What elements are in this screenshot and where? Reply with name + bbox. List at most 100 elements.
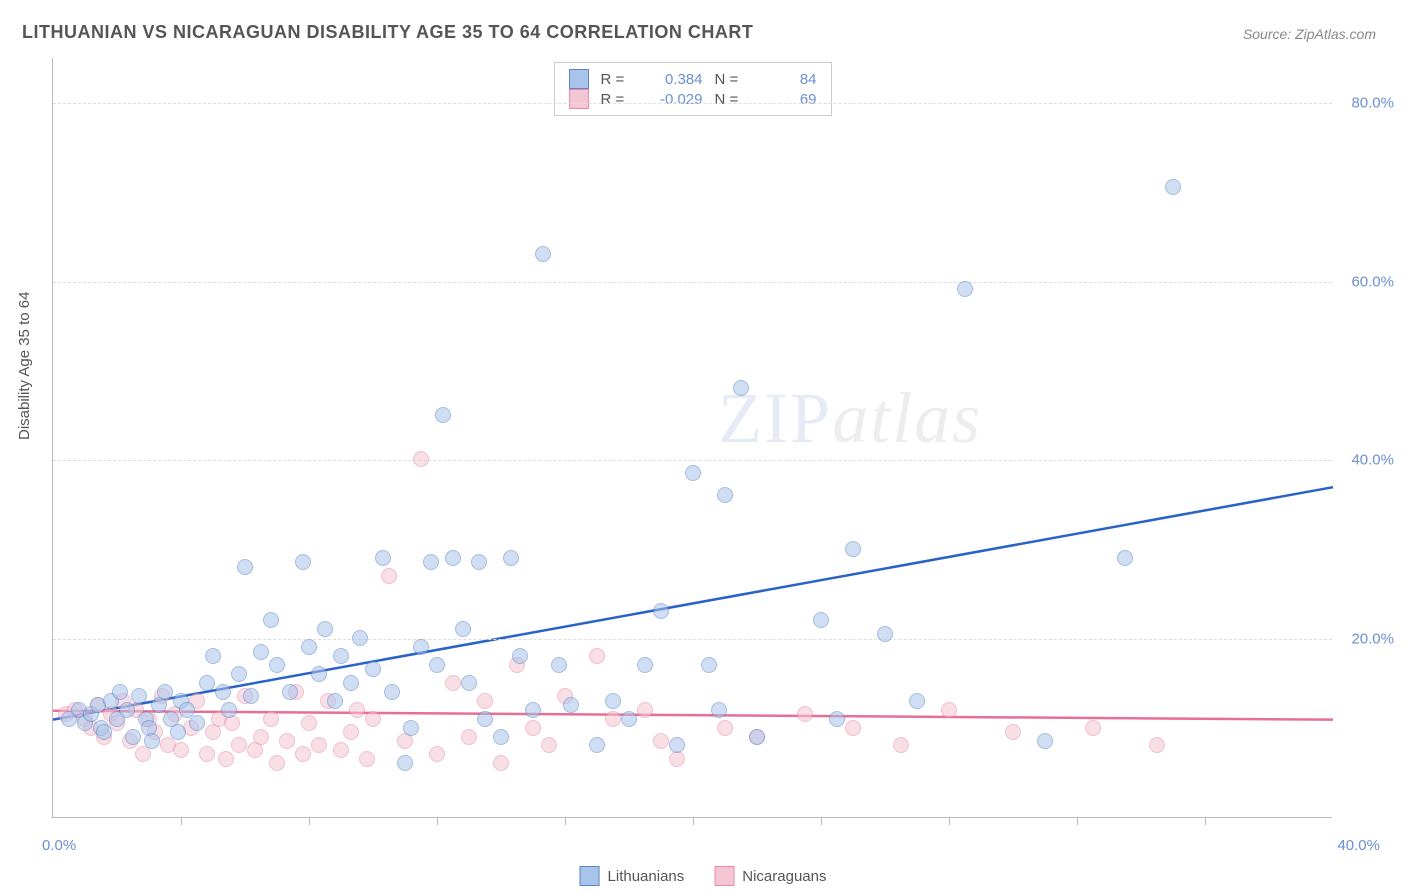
x-tick (693, 817, 694, 825)
scatter-point (365, 711, 381, 727)
plot-area: R = 0.384 N = 84 R = -0.029 N = 69 ZIPat… (52, 58, 1332, 818)
scatter-point (551, 657, 567, 673)
scatter-point (215, 684, 231, 700)
scatter-point (493, 729, 509, 745)
swatch-nicaraguans (569, 89, 589, 109)
grid-line (53, 282, 1332, 283)
scatter-point (813, 612, 829, 628)
scatter-point (397, 755, 413, 771)
legend-row-lithuanians: R = 0.384 N = 84 (569, 69, 817, 89)
y-tick-label: 40.0% (1351, 452, 1394, 469)
scatter-point (503, 550, 519, 566)
scatter-point (352, 630, 368, 646)
scatter-point (218, 751, 234, 767)
scatter-point (96, 724, 112, 740)
scatter-point (637, 702, 653, 718)
scatter-point (471, 554, 487, 570)
scatter-point (797, 706, 813, 722)
source-attribution: Source: ZipAtlas.com (1243, 26, 1376, 42)
scatter-point (375, 550, 391, 566)
scatter-point (589, 648, 605, 664)
x-tick (821, 817, 822, 825)
scatter-point (381, 568, 397, 584)
scatter-point (461, 729, 477, 745)
scatter-point (269, 755, 285, 771)
scatter-point (685, 465, 701, 481)
scatter-point (429, 746, 445, 762)
scatter-point (589, 737, 605, 753)
scatter-point (301, 639, 317, 655)
scatter-point (359, 751, 375, 767)
scatter-point (445, 675, 461, 691)
scatter-point (311, 666, 327, 682)
scatter-point (199, 746, 215, 762)
scatter-point (733, 380, 749, 396)
scatter-point (845, 720, 861, 736)
scatter-point (669, 737, 685, 753)
scatter-point (170, 724, 186, 740)
x-tick (565, 817, 566, 825)
scatter-point (941, 702, 957, 718)
r-label: R = (601, 71, 631, 88)
scatter-point (301, 715, 317, 731)
grid-line (53, 460, 1332, 461)
scatter-point (343, 675, 359, 691)
correlation-legend: R = 0.384 N = 84 R = -0.029 N = 69 (554, 62, 832, 116)
y-tick-label: 80.0% (1351, 94, 1394, 111)
scatter-point (253, 729, 269, 745)
scatter-point (829, 711, 845, 727)
scatter-point (199, 675, 215, 691)
legend-item-nicaraguans: Nicaraguans (714, 866, 826, 886)
y-tick-label: 20.0% (1351, 631, 1394, 648)
y-tick-label: 60.0% (1351, 273, 1394, 290)
scatter-point (493, 755, 509, 771)
scatter-point (365, 661, 381, 677)
x-tick (949, 817, 950, 825)
scatter-point (221, 702, 237, 718)
r-value-lithuanians: 0.384 (643, 71, 703, 88)
scatter-point (605, 693, 621, 709)
scatter-point (653, 733, 669, 749)
legend-label-lithuanians: Lithuanians (608, 868, 685, 885)
scatter-point (413, 451, 429, 467)
scatter-point (205, 648, 221, 664)
scatter-point (893, 737, 909, 753)
x-axis-min-label: 0.0% (42, 837, 76, 854)
scatter-point (413, 639, 429, 655)
scatter-point (477, 693, 493, 709)
grid-line (53, 639, 1332, 640)
scatter-point (957, 281, 973, 297)
scatter-point (1005, 724, 1021, 740)
n-value-lithuanians: 84 (757, 71, 817, 88)
scatter-point (541, 737, 557, 753)
scatter-point (243, 688, 259, 704)
r-label: R = (601, 91, 631, 108)
scatter-point (845, 541, 861, 557)
scatter-point (445, 550, 461, 566)
scatter-point (343, 724, 359, 740)
scatter-point (349, 702, 365, 718)
scatter-point (477, 711, 493, 727)
scatter-point (1165, 179, 1181, 195)
scatter-point (231, 666, 247, 682)
scatter-point (1085, 720, 1101, 736)
n-value-nicaraguans: 69 (757, 91, 817, 108)
x-tick (437, 817, 438, 825)
legend-row-nicaraguans: R = -0.029 N = 69 (569, 89, 817, 109)
x-tick (1205, 817, 1206, 825)
scatter-point (269, 657, 285, 673)
scatter-point (717, 487, 733, 503)
scatter-point (403, 720, 419, 736)
series-legend: Lithuanians Nicaraguans (580, 866, 827, 886)
n-label: N = (715, 91, 745, 108)
scatter-point (237, 559, 253, 575)
scatter-point (435, 407, 451, 423)
scatter-point (512, 648, 528, 664)
scatter-point (384, 684, 400, 700)
scatter-point (461, 675, 477, 691)
scatter-point (157, 684, 173, 700)
scatter-point (333, 648, 349, 664)
scatter-point (263, 612, 279, 628)
scatter-point (877, 626, 893, 642)
scatter-point (295, 746, 311, 762)
